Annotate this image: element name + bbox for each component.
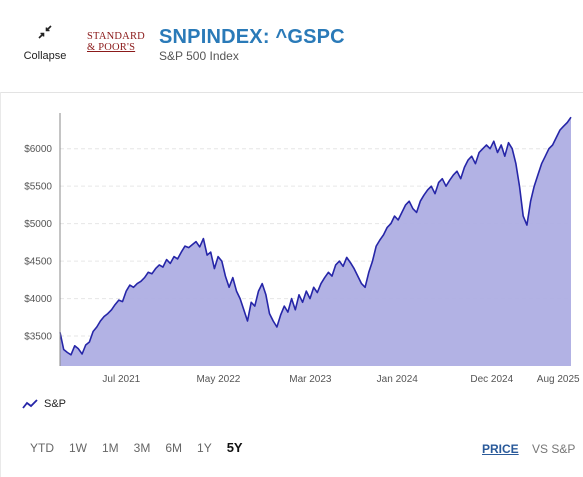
x-axis-labels: Jul 2021 May 2022 Mar 2023 Jan 2024 Dec 2024… <box>102 374 580 385</box>
legend-label: S&P <box>44 398 67 410</box>
range-5y[interactable]: 5Y <box>226 440 243 455</box>
range-3m[interactable]: 3M <box>133 441 151 455</box>
panel-border <box>0 92 1 477</box>
logo-line-2: & POOR'S <box>87 42 136 53</box>
price-area <box>60 117 571 366</box>
y-tick-label: $4500 <box>24 257 52 268</box>
price-line <box>59 116 572 356</box>
range-1m[interactable]: 1M <box>102 441 119 455</box>
x-tick-label: Mar 2023 <box>289 374 332 385</box>
range-selector: YTD 1W 1M 3M 6M 1Y 5Y <box>30 440 258 455</box>
x-tick-label: May 2022 <box>196 374 240 385</box>
collapse-button[interactable]: Collapse <box>18 24 72 64</box>
standard-poors-logo: STANDARD & POOR'S <box>87 31 145 53</box>
x-tick-label: Jan 2024 <box>377 374 419 385</box>
range-1w[interactable]: 1W <box>69 441 87 455</box>
y-axis-labels: $3500 $4000 $4500 $5000 $5500 $6000 <box>24 144 52 342</box>
chart-header: Collapse STANDARD & POOR'S SNPINDEX: ^GS… <box>0 0 583 92</box>
legend-sp[interactable]: S&P <box>22 398 66 410</box>
y-tick-label: $6000 <box>24 144 52 155</box>
range-6m[interactable]: 6M <box>165 441 183 455</box>
y-tick-label: $5500 <box>24 182 52 193</box>
header-divider <box>0 92 583 93</box>
trend-line-icon <box>22 399 38 409</box>
x-tick-label: Aug 2025 <box>537 374 580 385</box>
y-tick-label: $4000 <box>24 294 52 305</box>
page-title: SNPINDEX: ^GSPC <box>159 26 345 48</box>
price-chart[interactable]: $3500 $4000 $4500 $5000 $5500 $6000 Jul 2021 M… <box>0 95 583 395</box>
page-subtitle: S&P 500 Index <box>159 49 239 63</box>
range-ytd[interactable]: YTD <box>30 441 54 455</box>
price-mode-button[interactable]: PRICE <box>482 442 519 456</box>
x-tick-label: Dec 2024 <box>470 374 513 385</box>
y-tick-label: $3500 <box>24 332 52 343</box>
x-tick-label: Jul 2021 <box>102 374 140 385</box>
logo-line-1: STANDARD <box>87 31 145 42</box>
collapse-label: Collapse <box>23 50 67 62</box>
collapse-icon <box>38 25 52 39</box>
range-1y[interactable]: 1Y <box>197 441 212 455</box>
vs-sp-mode-button[interactable]: VS S&P <box>532 442 576 456</box>
y-tick-label: $5000 <box>24 219 52 230</box>
